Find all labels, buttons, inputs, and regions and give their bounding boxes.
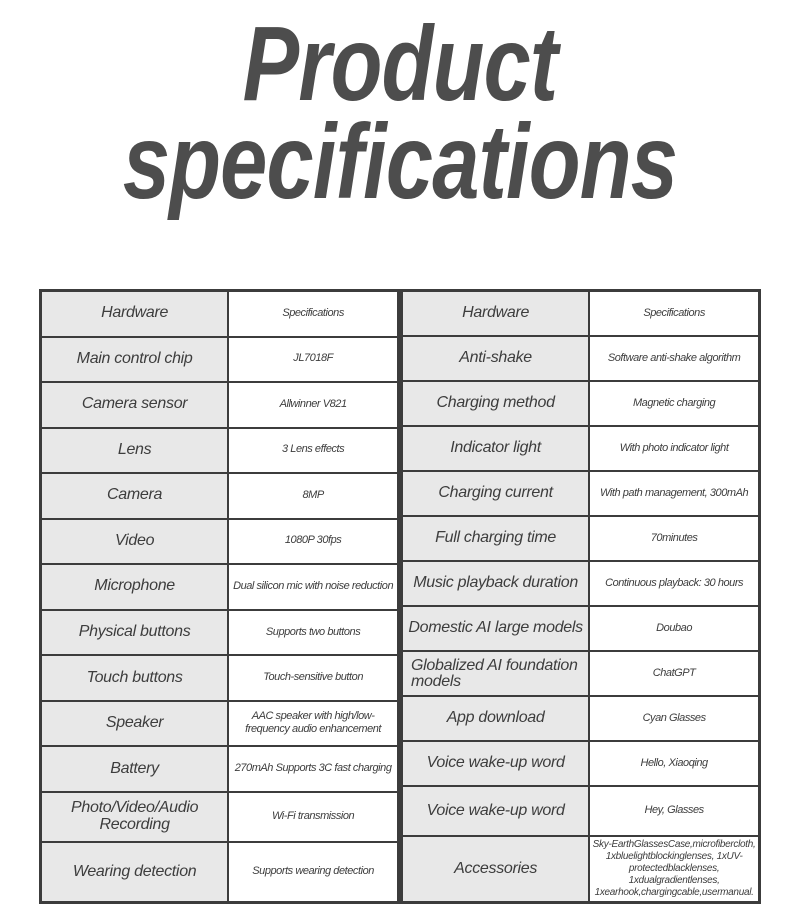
spec-label-cell: Touch buttons	[39, 654, 230, 702]
spec-value-cell: With photo indicator light	[588, 425, 761, 473]
table-row: Voice wake-up word Hello, Xiaoqing	[400, 740, 761, 788]
table-row: Physical buttons Supports two buttons	[39, 608, 400, 657]
spec-table-left: Hardware Specifications Main control chi…	[39, 289, 400, 905]
spec-label-cell: Battery	[39, 745, 230, 793]
table-row: Camera sensor Allwinner V821	[39, 381, 400, 429]
spec-value-cell: Software anti-shake algorithm	[588, 335, 761, 383]
spec-table-right: Hardware Specifications Anti-shake Softw…	[400, 289, 761, 905]
spec-tables: Hardware Specifications Main control chi…	[39, 289, 761, 905]
table-row: Wearing detection Supports wearing detec…	[39, 841, 400, 904]
table-row: Battery 270mAh Supports 3C fast charging	[39, 745, 400, 793]
table-row: Charging current With path management, 3…	[400, 470, 761, 518]
spec-label-cell: Camera sensor	[39, 381, 230, 429]
spec-label-cell: Music playback duration	[400, 560, 591, 608]
spec-label-cell: Wearing detection	[39, 841, 230, 904]
spec-value-cell: Supports wearing detection	[227, 841, 400, 904]
spec-value-cell: 1080P 30fps	[227, 517, 400, 566]
spec-label-cell: Microphone	[39, 563, 230, 611]
spec-value-cell: Allwinner V821	[227, 381, 400, 429]
table-row: Lens 3 Lens effects	[39, 426, 400, 475]
table-row: Domestic AI large models Doubao	[400, 605, 761, 653]
page-title-line-2: specifications	[122, 102, 678, 221]
spec-label-cell: Main control chip	[39, 335, 230, 384]
spec-value-cell: With path management, 300mAh	[588, 470, 761, 518]
spec-label-cell: Camera	[39, 472, 230, 520]
spec-label-cell: Charging current	[400, 470, 591, 518]
spec-value-cell: Magnetic charging	[588, 380, 761, 428]
spec-value-cell: AAC speaker with high/low-frequency audi…	[227, 699, 400, 748]
spec-label-cell: Hardware	[39, 289, 230, 338]
table-row: Touch buttons Touch-sensitive button	[39, 654, 400, 702]
page-title-line-1: Product	[242, 5, 559, 123]
spec-label-cell: Accessories	[400, 835, 591, 904]
spec-label-cell: Anti-shake	[400, 335, 591, 383]
spec-value-cell: 270mAh Supports 3C fast charging	[227, 745, 400, 793]
spec-label-cell: Voice wake-up word	[400, 740, 591, 788]
spec-value-cell: ChatGPT	[588, 650, 761, 698]
table-row: Voice wake-up word Hey, Glasses	[400, 785, 761, 838]
spec-value-cell: Dual silicon mic with noise reduction	[227, 563, 400, 611]
table-row: Anti-shake Software anti-shake algorithm	[400, 335, 761, 383]
spec-label-cell: Domestic AI large models	[400, 605, 591, 653]
spec-value-cell: Cyan Glasses	[588, 695, 761, 743]
spec-value-cell: Supports two buttons	[227, 608, 400, 657]
spec-label-cell: Voice wake-up word	[400, 785, 591, 838]
spec-label-cell: Globalized AI foundation models	[400, 650, 591, 698]
table-row: Accessories Sky-EarthGlassesCase,microfi…	[400, 835, 761, 904]
spec-value-cell: Sky-EarthGlassesCase,microfibercloth, 1x…	[588, 835, 761, 904]
spec-label-cell: Lens	[39, 426, 230, 475]
table-row: Globalized AI foundation models ChatGPT	[400, 650, 761, 698]
table-row: Microphone Dual silicon mic with noise r…	[39, 563, 400, 611]
spec-label-cell: Full charging time	[400, 515, 591, 563]
page-title: Product specifications	[80, 5, 720, 221]
spec-value-cell: Touch-sensitive button	[227, 654, 400, 702]
spec-value-cell: 70minutes	[588, 515, 761, 563]
spec-label-cell: Indicator light	[400, 425, 591, 473]
table-row: Charging method Magnetic charging	[400, 380, 761, 428]
table-row: Camera 8MP	[39, 472, 400, 520]
spec-label-cell: Video	[39, 517, 230, 566]
spec-label-cell: App download	[400, 695, 591, 743]
spec-value-cell: JL7018F	[227, 335, 400, 384]
spec-label-cell: Physical buttons	[39, 608, 230, 657]
spec-value-cell: Continuous playback: 30 hours	[588, 560, 761, 608]
table-row: Video 1080P 30fps	[39, 517, 400, 566]
table-row: Music playback duration Continuous playb…	[400, 560, 761, 608]
spec-label-cell: Hardware	[400, 289, 591, 338]
table-row: Speaker AAC speaker with high/low-freque…	[39, 699, 400, 748]
table-header-row: Hardware Specifications	[400, 289, 761, 338]
table-row: Full charging time 70minutes	[400, 515, 761, 563]
spec-value-cell: Hello, Xiaoqing	[588, 740, 761, 788]
spec-label-cell: Charging method	[400, 380, 591, 428]
table-row: Main control chip JL7018F	[39, 335, 400, 384]
spec-label-cell: Speaker	[39, 699, 230, 748]
table-row: Photo/Video/Audio Recording Wi-Fi transm…	[39, 790, 400, 844]
spec-value-cell: Doubao	[588, 605, 761, 653]
spec-value-cell: 3 Lens effects	[227, 426, 400, 475]
spec-value-cell: Specifications	[227, 289, 400, 338]
spec-value-cell: Hey, Glasses	[588, 785, 761, 838]
spec-value-cell: 8MP	[227, 472, 400, 520]
table-header-row: Hardware Specifications	[39, 289, 400, 338]
spec-label-cell: Photo/Video/Audio Recording	[39, 790, 230, 844]
table-row: App download Cyan Glasses	[400, 695, 761, 743]
spec-value-cell: Wi-Fi transmission	[227, 790, 400, 844]
spec-value-cell: Specifications	[588, 289, 761, 338]
table-row: Indicator light With photo indicator lig…	[400, 425, 761, 473]
